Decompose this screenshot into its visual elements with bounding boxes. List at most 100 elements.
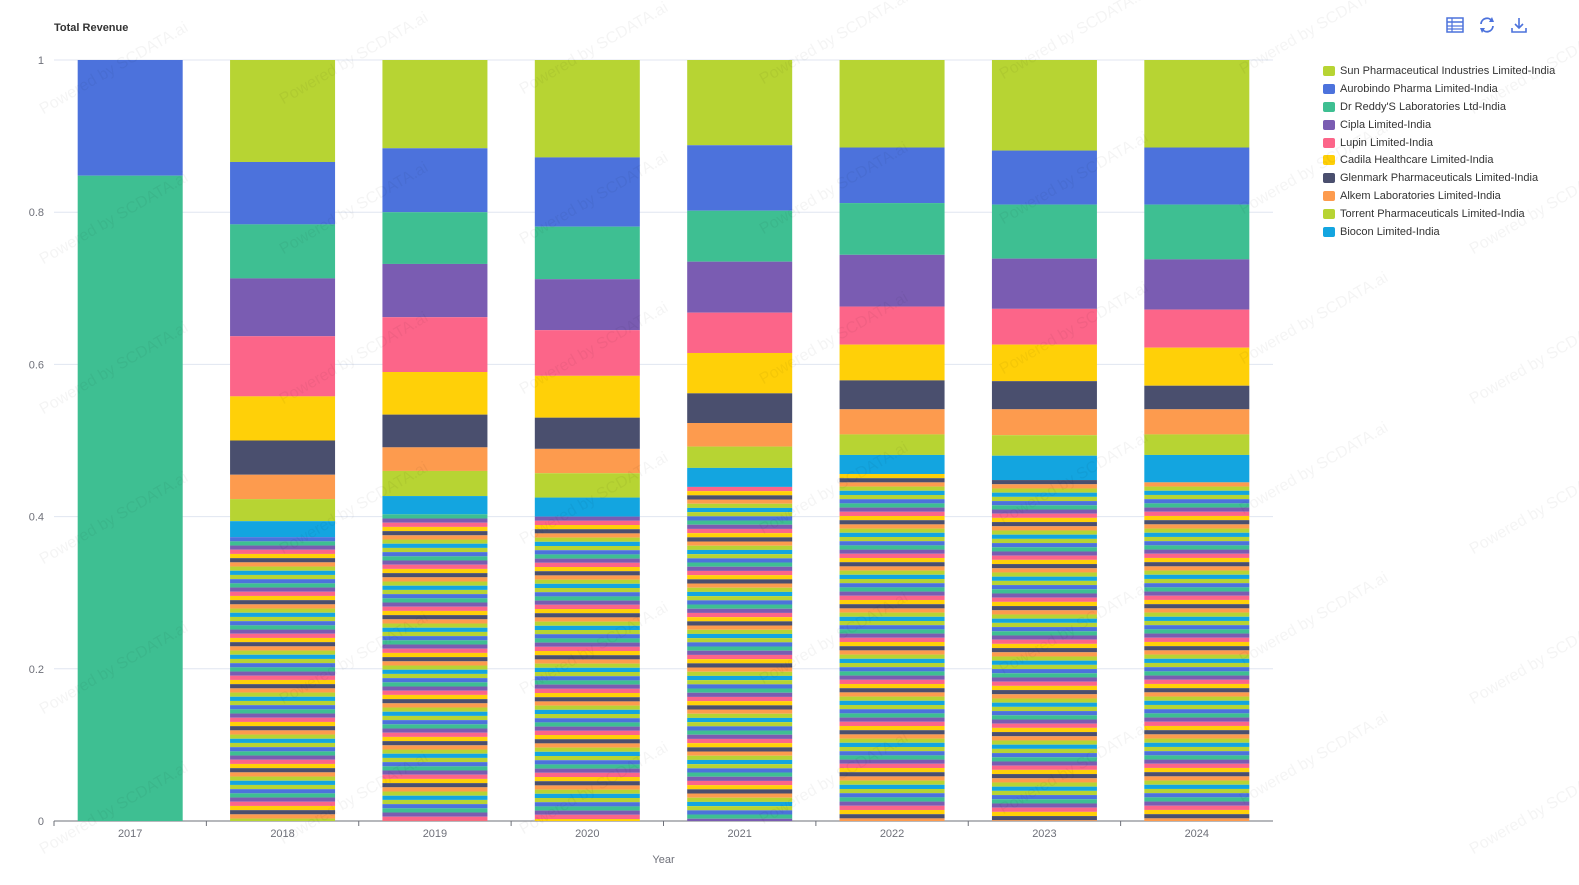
bar-segment [1144,818,1250,821]
bar-segment [991,501,1097,506]
bar-segment [991,753,1097,758]
bar-segment [382,745,488,750]
bar-segment [839,578,945,584]
bar-segment [839,814,945,819]
bar-segment [1144,515,1250,521]
bar-segment [991,534,1097,539]
bar-segment [382,585,488,590]
bar-segment [687,675,793,681]
bar-segment [839,717,945,722]
bar-segment [382,741,488,746]
bar-segment [230,570,336,575]
bar-segment [839,532,945,537]
legend-item[interactable]: Biocon Limited-India [1323,223,1555,241]
bar-segment [991,648,1097,653]
bar-segment [230,541,336,546]
bar-segment [839,478,945,483]
bar-segment [839,629,945,634]
bar-segment [1144,557,1250,563]
bar-segment [991,698,1097,703]
x-tick-label: 2019 [423,828,447,840]
bar-segment [382,686,488,691]
bar-segment [1144,147,1250,205]
bar-segment [382,699,488,704]
bar-segment [839,499,945,504]
bar-segment [839,482,945,487]
bar-segment [230,742,336,748]
bar-segment [991,748,1097,754]
bar-segment [534,525,640,530]
legend-label: Cipla Limited-India [1340,118,1432,131]
bar-segment [1144,574,1250,579]
bar-segment [991,60,1097,151]
bar-segment [1144,793,1250,798]
bar-segment [687,747,793,752]
bar-segment [1144,520,1250,525]
bar-segment [839,725,945,731]
bar-segment [687,801,793,807]
bar-segment [839,620,945,626]
bar-segment [382,556,488,561]
bar-segment [534,558,640,563]
bar-segment [687,210,793,262]
bar-segment [991,409,1097,436]
bar-segment [991,538,1097,544]
bar-segment [839,646,945,651]
bar-segment [1144,683,1250,689]
bar-segment [839,553,945,558]
bar-segment [991,635,1097,640]
bar-segment [230,224,336,279]
bar-segment [991,455,1097,481]
bar-segment [839,409,945,435]
bar-segment [687,722,793,727]
legend-item[interactable]: Glenmark Pharmaceuticals Limited-India [1323,169,1555,187]
legend-item[interactable]: Sun Pharmaceutical Industries Limited-In… [1323,62,1555,80]
download-icon[interactable] [1508,14,1530,36]
bar-segment [534,709,640,714]
bar-segment [991,652,1097,657]
bar-segment [687,701,793,706]
bar-segment [534,789,640,794]
bar-segment [687,575,793,580]
legend-item[interactable]: Cipla Limited-India [1323,116,1555,134]
bar-segment [230,562,336,567]
bar-segment [687,541,793,546]
legend-item[interactable]: Aurobindo Pharma Limited-India [1323,80,1555,98]
bar-segment [230,161,336,225]
bar-segment [1144,767,1250,773]
bar-segment [1144,658,1250,663]
bar-segment [839,633,945,638]
bar-segment [839,574,945,579]
bar-segment [1144,650,1250,655]
legend-swatch [1323,155,1335,166]
legend-item[interactable]: Dr Reddy'S Laboratories Ltd-India [1323,98,1555,116]
bar-segment [1144,620,1250,626]
bar-segment [1144,385,1250,410]
legend-item[interactable]: Cadila Healthcare Limited-India [1323,151,1555,169]
legend-item[interactable]: Alkem Laboratories Limited-India [1323,187,1555,205]
refresh-icon[interactable] [1476,14,1498,36]
bar-segment [534,583,640,588]
bar-segment [230,772,336,777]
bar-segment [839,541,945,546]
bar-segment [534,680,640,685]
bar-segment [991,555,1097,560]
bar-segment [839,608,945,613]
bar-segment [1144,759,1250,764]
bar-segment [382,148,488,213]
bar-segment [839,654,945,659]
legend-item[interactable]: Lupin Limited-India [1323,134,1555,152]
bar-segment [1144,60,1250,148]
legend-label: Glenmark Pharmaceuticals Limited-India [1340,172,1539,185]
legend-item[interactable]: Torrent Pharmaceuticals Limited-India [1323,205,1555,223]
bar-segment [991,803,1097,808]
bar-segment [991,761,1097,766]
data-view-icon[interactable] [1444,14,1466,36]
bar-segment [687,579,793,584]
bar-segment [1144,742,1250,747]
bar-segment [839,616,945,621]
bar-segment [382,652,488,658]
bar-segment [230,797,336,802]
bar-segment [839,434,945,455]
bar-segment [991,790,1097,796]
